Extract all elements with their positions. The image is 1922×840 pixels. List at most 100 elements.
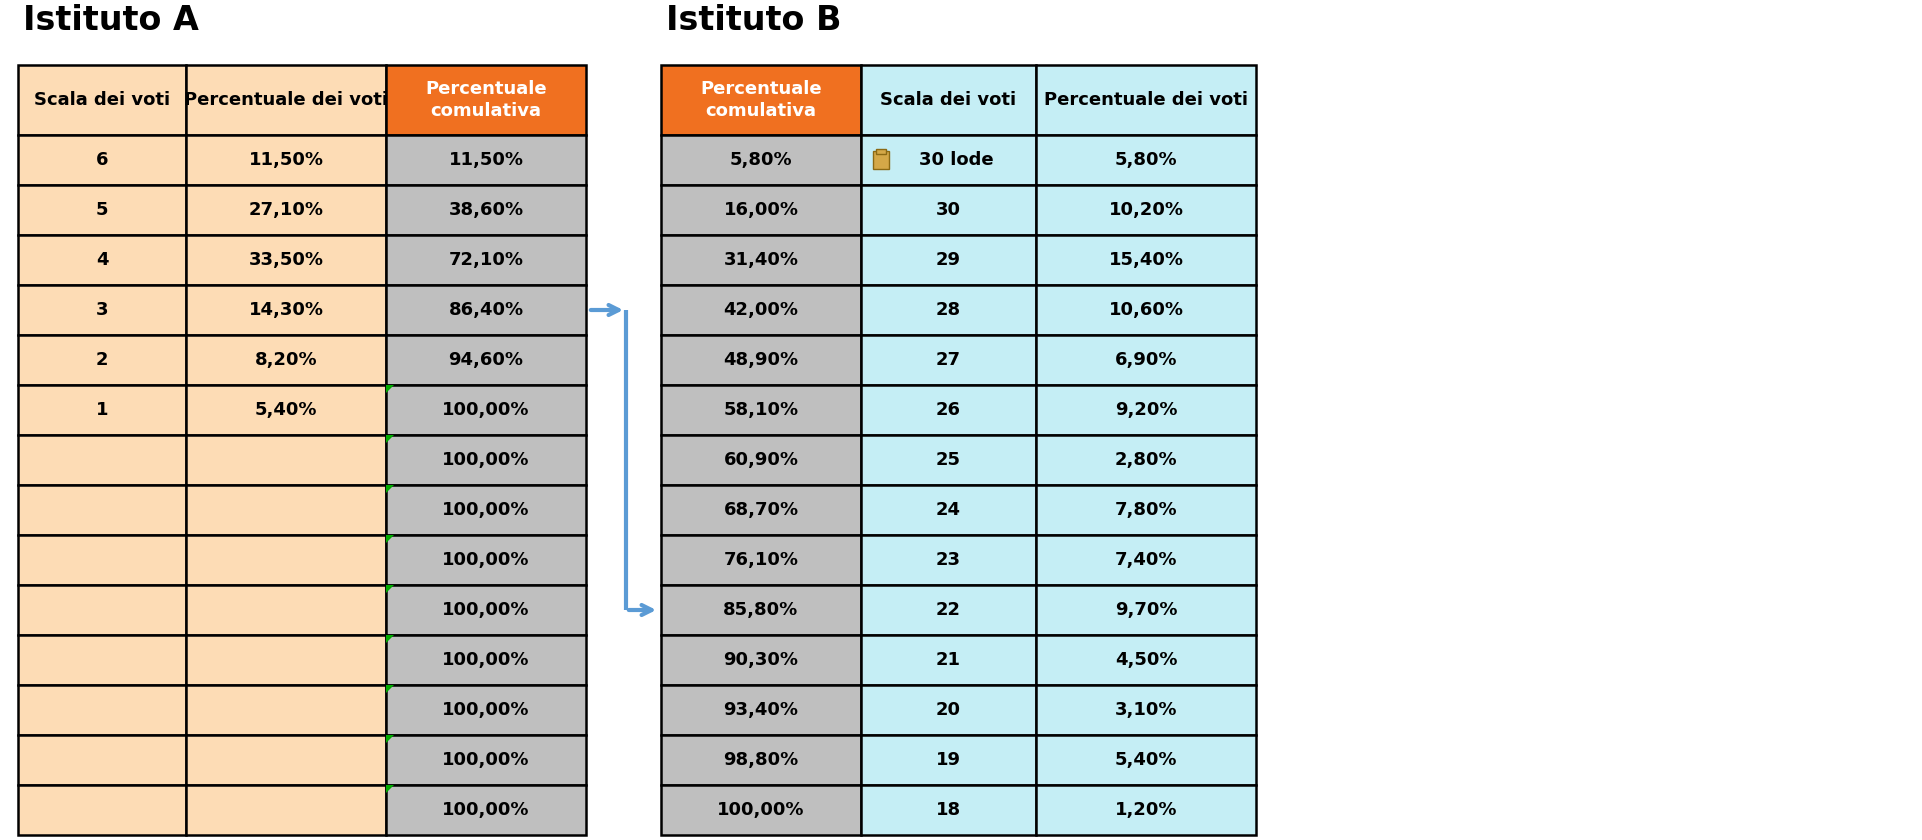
Bar [386,235,586,285]
Text: 100,00%: 100,00% [717,801,805,819]
Polygon shape [386,385,394,393]
Text: 100,00%: 100,00% [442,451,530,469]
Bar [861,435,1036,485]
Text: 25: 25 [936,451,961,469]
Bar [386,785,586,835]
Polygon shape [386,435,394,443]
Text: 31,40%: 31,40% [723,251,798,269]
Text: 7,80%: 7,80% [1115,501,1178,519]
Bar [861,185,1036,235]
Bar [186,285,386,335]
Bar [661,135,861,185]
Bar [1036,585,1255,635]
Text: Percentuale dei voti: Percentuale dei voti [185,91,388,109]
Bar [186,435,386,485]
Text: 9,70%: 9,70% [1115,601,1178,619]
Text: 5,40%: 5,40% [1115,751,1178,769]
Bar [186,65,386,135]
Bar [386,535,586,585]
Bar [661,235,861,285]
Bar [1036,335,1255,385]
Text: 8,20%: 8,20% [256,351,317,369]
Text: 33,50%: 33,50% [248,251,323,269]
Bar [661,485,861,535]
Text: 22: 22 [936,601,961,619]
Bar [17,135,186,185]
Bar [1036,435,1255,485]
Bar [661,685,861,735]
Bar [17,585,186,635]
Bar [1036,285,1255,335]
Bar [17,385,186,435]
Text: 5,80%: 5,80% [730,151,792,169]
Bar [861,585,1036,635]
Bar [386,135,586,185]
Bar [186,185,386,235]
Text: 85,80%: 85,80% [723,601,800,619]
Text: 72,10%: 72,10% [448,251,523,269]
Bar [17,785,186,835]
Text: 21: 21 [936,651,961,669]
Bar [17,65,186,135]
Text: 100,00%: 100,00% [442,551,530,569]
Bar [186,785,386,835]
Text: 26: 26 [936,401,961,419]
Bar [873,151,890,169]
Text: 5,40%: 5,40% [256,401,317,419]
Bar [661,735,861,785]
Bar [17,335,186,385]
Bar [386,585,586,635]
Polygon shape [386,735,394,743]
Bar [861,385,1036,435]
Polygon shape [386,485,394,493]
Bar [661,385,861,435]
Bar [661,535,861,585]
Text: 30 lode: 30 lode [919,151,994,169]
Text: 100,00%: 100,00% [442,651,530,669]
Bar [861,335,1036,385]
Text: 94,60%: 94,60% [448,351,523,369]
Text: Istituto B: Istituto B [667,4,842,37]
Bar [186,335,386,385]
Bar [1036,135,1255,185]
Text: 76,10%: 76,10% [723,551,798,569]
Bar [186,385,386,435]
Text: 29: 29 [936,251,961,269]
Bar [186,635,386,685]
Bar [661,285,861,335]
Bar [17,735,186,785]
Text: 9,20%: 9,20% [1115,401,1178,419]
Bar [386,285,586,335]
Bar [661,65,861,135]
Bar [17,685,186,735]
Text: 4,50%: 4,50% [1115,651,1178,669]
Bar [386,635,586,685]
Bar [17,485,186,535]
Bar [861,735,1036,785]
Bar [861,285,1036,335]
Bar [186,135,386,185]
Bar [386,435,586,485]
Bar [17,285,186,335]
Text: Percentuale
comulativa: Percentuale comulativa [425,80,548,120]
Bar [661,785,861,835]
Bar [1036,185,1255,235]
Bar [861,65,1036,135]
Bar [17,235,186,285]
Polygon shape [386,785,394,793]
Text: 100,00%: 100,00% [442,401,530,419]
Text: 28: 28 [936,301,961,319]
Text: 2,80%: 2,80% [1115,451,1178,469]
Bar [861,535,1036,585]
Bar [661,635,861,685]
Text: 24: 24 [936,501,961,519]
Text: 100,00%: 100,00% [442,701,530,719]
Bar [186,485,386,535]
Polygon shape [386,535,394,543]
Bar [17,635,186,685]
Bar [186,585,386,635]
Bar [661,185,861,235]
Bar [186,685,386,735]
Text: 100,00%: 100,00% [442,801,530,819]
Bar [661,435,861,485]
